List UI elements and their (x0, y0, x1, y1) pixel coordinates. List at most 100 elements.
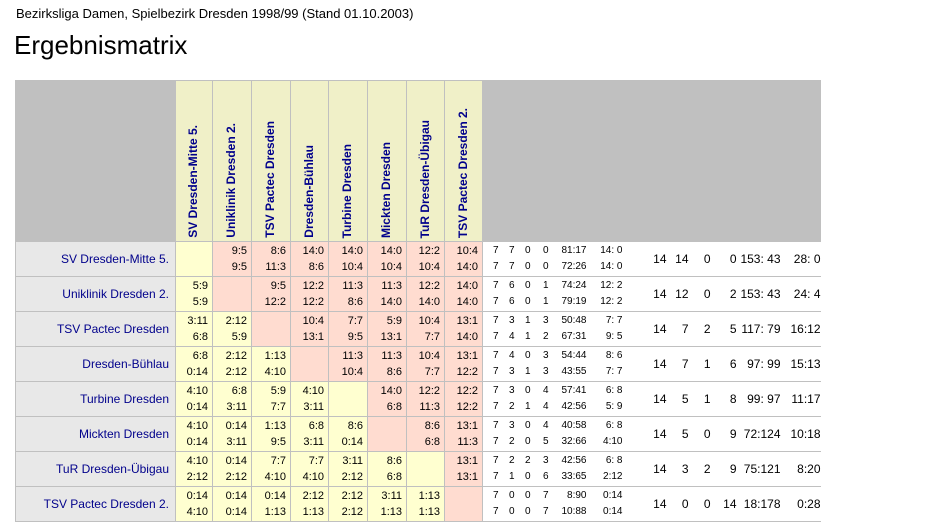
half-stat-cell: 40:58 32:66 (548, 416, 587, 452)
result-first: 11:3 (342, 280, 363, 292)
result-first: 12:2 (418, 385, 440, 397)
half-stat-cell: 12: 2 12: 2 (586, 276, 623, 312)
first-half-value: 7 (492, 315, 499, 326)
second-half-value: 4:10 (603, 436, 623, 447)
result-first: 3:11 (342, 455, 363, 467)
result-cell: 13:1 14:0 (444, 311, 483, 347)
result-first: 8:6 (424, 420, 440, 432)
result-second: 1:13 (302, 506, 324, 518)
result-first: 14:0 (302, 245, 324, 257)
result-second: 10:4 (418, 261, 440, 273)
result-second: 14:0 (380, 296, 402, 308)
result-second: 10:4 (380, 261, 402, 273)
result-cell: 2:12 2:12 (328, 486, 368, 522)
first-half-value: 4 (508, 350, 515, 361)
result-first: 5:9 (192, 280, 208, 292)
result-first: 12:2 (418, 280, 440, 292)
result-second: 1:13 (264, 506, 286, 518)
result-first: 6:8 (308, 420, 324, 432)
row-team-name: Uniklinik Dresden 2. (15, 276, 176, 312)
result-first (176, 243, 208, 259)
result-cell (406, 451, 445, 487)
result-first: 0:14 (264, 490, 286, 502)
row-team-name: Mickten Dresden (15, 416, 176, 452)
total-stat-cell: 9 (710, 451, 737, 487)
result-cell: 13:1 11:3 (444, 416, 483, 452)
result-cell: 1:13 4:10 (251, 346, 291, 382)
result-first: 1:13 (264, 420, 286, 432)
first-half-value: 7 (508, 245, 515, 256)
result-first: 10:4 (302, 315, 324, 327)
result-first: 7:7 (347, 315, 363, 327)
total-stat-cell: 11:17 (780, 381, 821, 417)
result-second: 10:4 (341, 366, 363, 378)
result-second: 12:2 (456, 366, 478, 378)
second-half-value: 1 (524, 331, 531, 342)
second-half-value: 6 (508, 296, 515, 307)
result-cell: 12:2 11:3 (406, 381, 445, 417)
second-half-value: 7 (492, 261, 499, 272)
second-half-value: 1 (524, 401, 531, 412)
second-half-value: 4 (508, 331, 515, 342)
result-first (368, 418, 402, 434)
column-header-label: Dresden-Bühlau (301, 145, 316, 238)
result-first: 0:14 (186, 490, 208, 502)
result-cell: 2:12 5:9 (212, 311, 252, 347)
total-stat-cell: 24: 4 (780, 276, 821, 312)
result-cell: 2:12 1:13 (290, 486, 329, 522)
result-first: 5:9 (386, 315, 402, 327)
total-stat-cell: 0 (688, 276, 711, 312)
total-stat-cell: 9 (710, 416, 737, 452)
first-half-value: 7: 7 (605, 315, 623, 326)
result-second: 2:12 (225, 471, 247, 483)
half-stat-cell: 50:48 67:31 (548, 311, 587, 347)
total-stat-cell: 0:28 (780, 486, 821, 522)
total-stat-cell: 14 (622, 311, 667, 347)
result-first: 8:6 (386, 455, 402, 467)
result-cell: 0:14 4:10 (175, 486, 213, 522)
result-cell: 7:7 4:10 (290, 451, 329, 487)
result-cell: 4:10 0:14 (175, 416, 213, 452)
result-first: 7:7 (308, 455, 324, 467)
second-half-value: 7 (508, 261, 515, 272)
second-half-value: 0 (524, 436, 531, 447)
result-first (329, 383, 363, 399)
result-second: 6:8 (386, 471, 402, 483)
result-first: 0:14 (225, 420, 247, 432)
result-second: 8:6 (386, 366, 402, 378)
result-second: 4:10 (264, 471, 286, 483)
table-row: SV Dresden-Mitte 5. 9:5 9:5 8:6 11:3 14:0 8:6… (15, 241, 821, 277)
column-header-team: Dresden-Bühlau (290, 80, 329, 242)
result-second: 0:14 (225, 506, 247, 518)
second-half-value: 4 (542, 401, 549, 412)
result-second: 5:9 (192, 296, 208, 308)
half-stat-cell: 74:24 79:19 (548, 276, 587, 312)
second-half-value: 5: 9 (605, 401, 623, 412)
page-subtitle: Bezirksliga Damen, Spielbezirk Dresden 1… (16, 6, 414, 21)
first-half-value: 1 (524, 315, 531, 326)
first-half-value: 74:24 (561, 280, 587, 291)
result-second: 1:13 (418, 506, 440, 518)
result-cell: 11:3 10:4 (328, 346, 368, 382)
column-header-team: Uniklinik Dresden 2. (212, 80, 252, 242)
half-stat-cell: 8: 6 7: 7 (586, 346, 623, 382)
total-stat-cell: 72:124 (736, 416, 781, 452)
result-cell: 12:2 10:4 (406, 241, 445, 277)
half-stat-cell: 42:56 33:65 (548, 451, 587, 487)
result-first: 13:1 (456, 420, 478, 432)
column-header-label: TSV Pactec Dresden 2. (455, 107, 470, 238)
total-stat-cell: 97: 99 (736, 346, 781, 382)
second-half-value: 7 (492, 471, 499, 482)
first-half-value: 3 (508, 420, 515, 431)
result-cell: 6:8 0:14 (175, 346, 213, 382)
first-half-value: 3 (508, 385, 515, 396)
result-cell (251, 311, 291, 347)
first-half-value: 42:56 (561, 455, 587, 466)
